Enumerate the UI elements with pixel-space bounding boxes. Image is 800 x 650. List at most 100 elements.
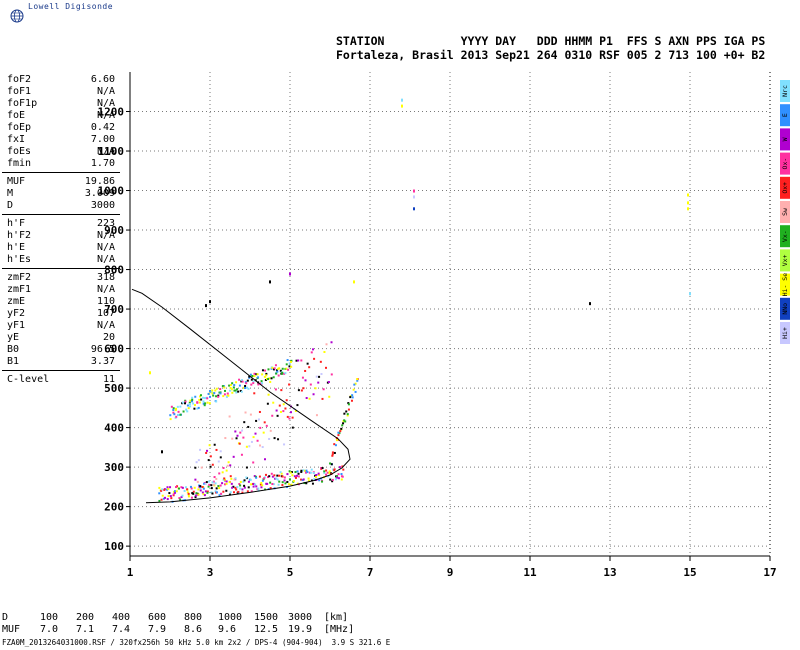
echo-mark xyxy=(247,387,250,390)
echo-mark xyxy=(269,429,272,432)
echo-mark xyxy=(220,492,223,495)
echo-mark xyxy=(340,473,343,476)
echo-mark xyxy=(254,483,257,486)
echo-mark xyxy=(275,409,278,412)
echo-mark xyxy=(264,458,267,461)
param-name: zmF1 xyxy=(7,284,32,295)
param-value: N/A xyxy=(96,86,115,97)
echo-mark xyxy=(337,434,340,437)
param-row: M 3.009 xyxy=(7,188,115,200)
echo-mark xyxy=(257,376,260,379)
echo-mark xyxy=(245,445,248,448)
echo-mark xyxy=(194,404,197,407)
echo-mark xyxy=(213,443,216,446)
echo-mark xyxy=(342,468,345,471)
param-separator xyxy=(2,214,120,215)
echo-mark xyxy=(252,436,255,439)
legend-swatch xyxy=(780,297,790,320)
distance-row-value: 1000 xyxy=(218,612,243,623)
echo-mark xyxy=(241,380,244,383)
echo-mark xyxy=(180,486,183,489)
echo-mark xyxy=(172,411,175,414)
echo-mark xyxy=(175,490,178,493)
echo-mark xyxy=(234,430,237,433)
param-name: h'E xyxy=(7,242,26,253)
echo-mark xyxy=(284,482,287,485)
echo-point xyxy=(289,272,291,276)
echo-mark xyxy=(257,383,260,386)
echo-mark xyxy=(273,367,276,370)
echo-mark xyxy=(175,407,178,410)
echo-mark xyxy=(356,379,359,382)
echo-mark xyxy=(259,444,262,447)
echo-mark xyxy=(207,459,210,462)
echo-mark xyxy=(176,485,179,488)
echo-mark xyxy=(228,481,231,484)
echo-mark xyxy=(330,373,333,376)
echo-mark xyxy=(237,490,240,493)
echo-mark xyxy=(331,451,334,454)
echo-mark xyxy=(346,413,349,416)
echo-mark xyxy=(195,461,198,464)
echo-mark xyxy=(223,478,226,481)
echo-mark xyxy=(181,401,184,404)
param-name: h'F xyxy=(7,218,26,229)
param-row: h'E N/A xyxy=(7,242,115,254)
echo-mark xyxy=(242,386,245,389)
echo-mark xyxy=(268,475,271,478)
echo-mark xyxy=(289,360,292,363)
echo-mark xyxy=(189,399,192,402)
legend: Nrc E W Ox- Ox+ Sw Vx- Vx+ Hi- Se NNo Hi+ xyxy=(780,80,790,344)
echo-mark xyxy=(305,469,308,472)
echo-mark xyxy=(275,369,278,372)
echo-mark xyxy=(314,387,317,390)
echo-mark xyxy=(278,404,281,407)
echo-mark xyxy=(185,408,188,411)
echo-mark xyxy=(321,480,324,483)
echo-mark xyxy=(201,486,204,489)
param-row: C-level 11 xyxy=(7,374,115,386)
param-name: zmE xyxy=(7,296,26,307)
globe-icon xyxy=(10,9,24,23)
echo-mark xyxy=(210,484,213,487)
legend-swatch xyxy=(780,273,790,296)
echo-mark xyxy=(191,398,194,401)
param-value: 1.70 xyxy=(90,158,115,169)
echo-mark xyxy=(318,479,321,482)
echo-mark xyxy=(169,495,172,498)
param-name: M xyxy=(7,188,14,199)
echo-mark xyxy=(215,395,218,398)
echo-mark xyxy=(236,434,239,437)
echo-mark xyxy=(343,412,346,415)
echo-mark xyxy=(265,377,268,380)
trace-o-trace-upper xyxy=(169,359,293,421)
x-tick-label: 7 xyxy=(367,566,374,579)
echo-mark xyxy=(197,488,200,491)
echo-mark xyxy=(177,410,180,413)
echo-mark xyxy=(296,404,299,407)
y-tick-label: 100 xyxy=(104,540,124,553)
y-tick-label: 400 xyxy=(104,422,124,435)
echo-mark xyxy=(199,395,202,398)
echo-mark xyxy=(294,471,297,474)
echo-mark xyxy=(308,397,311,400)
x-tick-label: 1 xyxy=(127,566,134,579)
brand-name: Lowell Digisonde xyxy=(28,2,114,11)
param-name: h'Es xyxy=(7,254,32,265)
echo-mark xyxy=(230,482,233,485)
echo-mark xyxy=(214,490,217,493)
echo-mark xyxy=(257,418,260,421)
echo-mark xyxy=(186,488,189,491)
echo-mark xyxy=(285,363,288,366)
param-row: yF2 107 xyxy=(7,308,115,320)
echo-mark xyxy=(239,431,242,434)
echo-point xyxy=(689,292,691,296)
echo-mark xyxy=(304,469,307,472)
y-tick-label: 500 xyxy=(104,382,124,395)
station-header: STATION YYYY DAY DDD HHMM P1 FFS S AXN P… xyxy=(336,34,765,62)
param-name: foEs xyxy=(7,146,32,157)
echo-mark xyxy=(241,488,244,491)
echo-mark xyxy=(256,439,259,442)
echo-point xyxy=(687,193,689,197)
echo-mark xyxy=(211,481,214,484)
